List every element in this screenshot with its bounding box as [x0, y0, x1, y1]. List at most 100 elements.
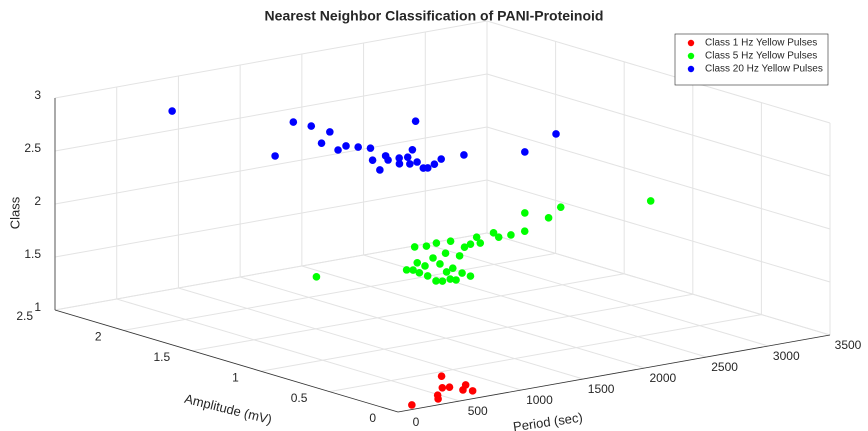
x-axis-label: Period (sec) — [512, 410, 583, 431]
data-point — [556, 203, 565, 211]
x-tick-label: 1500 — [588, 382, 615, 396]
data-point — [384, 156, 392, 164]
data-point — [646, 197, 655, 205]
data-point — [395, 160, 404, 168]
data-point — [461, 381, 470, 389]
data-point — [442, 268, 451, 276]
data-point — [466, 240, 475, 248]
data-point — [460, 151, 468, 159]
data-point — [446, 275, 454, 283]
axis-line — [397, 334, 831, 413]
data-point — [466, 272, 475, 280]
z-tick-label: 2.5 — [24, 141, 41, 155]
legend-marker — [687, 39, 695, 47]
y-tick-label: 2.5 — [16, 309, 33, 323]
data-point — [520, 227, 529, 236]
data-point — [411, 117, 420, 125]
data-point — [438, 277, 447, 285]
data-point — [307, 122, 316, 130]
y-tick-label: 0 — [369, 411, 376, 425]
grid-line — [116, 298, 460, 402]
data-point — [552, 130, 560, 138]
data-point — [415, 269, 424, 277]
data-point — [342, 142, 350, 150]
data-point — [326, 128, 334, 136]
data-point — [368, 156, 377, 164]
data-point — [413, 158, 421, 166]
x-tick-label: 0 — [413, 415, 420, 429]
data-point — [408, 146, 417, 154]
grid-line — [425, 243, 769, 347]
data-point — [494, 233, 503, 241]
data-point — [458, 269, 466, 277]
data-point — [395, 154, 403, 162]
data-point — [421, 262, 429, 270]
data-point — [441, 249, 450, 257]
data-point — [468, 387, 477, 395]
data-point — [507, 231, 515, 239]
data-point — [455, 252, 464, 260]
data-point — [422, 242, 431, 250]
grid-line — [486, 20, 831, 124]
grid-line — [260, 293, 693, 372]
data-point — [317, 139, 326, 147]
data-point — [432, 239, 441, 247]
grid-line — [192, 273, 625, 352]
z-tick-label: 3 — [34, 88, 41, 102]
data-point — [438, 383, 447, 392]
legend-marker — [687, 52, 695, 60]
legend-marker — [687, 65, 695, 73]
data-point — [376, 166, 384, 174]
grid-line — [240, 276, 584, 380]
data-point — [521, 209, 529, 217]
data-point — [446, 237, 455, 245]
grid-line — [54, 20, 488, 99]
data-point — [437, 155, 446, 163]
grid-line — [486, 232, 831, 336]
data-point — [445, 383, 454, 391]
grid-line — [329, 314, 762, 393]
data-point — [410, 243, 419, 251]
grid-line — [54, 126, 488, 205]
legend-label: Class 5 Hz Yellow Pulses — [705, 51, 817, 62]
y-tick-label: 1.5 — [154, 350, 171, 364]
data-point — [452, 276, 460, 284]
data-point — [354, 143, 362, 151]
x-tick-label: 1000 — [526, 393, 553, 407]
data-point — [403, 153, 412, 161]
data-point — [434, 395, 442, 403]
data-point — [521, 148, 529, 156]
grid-line — [54, 179, 488, 258]
x-tick-label: 500 — [468, 404, 488, 418]
data-point — [409, 266, 417, 274]
data-point — [429, 254, 437, 262]
data-point — [437, 372, 446, 380]
data-point — [436, 260, 444, 268]
data-point — [430, 160, 439, 168]
data-point — [408, 401, 416, 409]
x-tick-label: 2500 — [711, 360, 738, 374]
data-point — [489, 229, 498, 237]
data-point — [168, 107, 176, 115]
y-tick-label: 2 — [95, 330, 102, 344]
y-axis-label: Amplitude (mV) — [183, 391, 274, 427]
axis-line — [54, 309, 399, 413]
x-tick-label: 3500 — [835, 338, 862, 352]
data-point — [432, 277, 440, 285]
data-point — [460, 243, 469, 251]
z-axis-label: Class — [7, 196, 22, 229]
x-tick-label: 3000 — [773, 349, 800, 363]
legend-box — [674, 33, 829, 86]
legend: Class 1 Hz Yellow Pulses Class 5 Hz Yello… — [674, 33, 829, 86]
chart-title: Nearest Neighbor Classification of PANI-… — [265, 8, 604, 24]
grid-line — [123, 252, 556, 331]
data-point — [423, 272, 432, 280]
data-point — [334, 146, 342, 154]
grid-line — [178, 287, 522, 391]
data-point — [476, 239, 485, 247]
data-point — [312, 273, 321, 281]
y-tick-label: 0.5 — [291, 391, 308, 405]
legend-label: Class 20 Hz Yellow Pulses — [705, 64, 823, 75]
